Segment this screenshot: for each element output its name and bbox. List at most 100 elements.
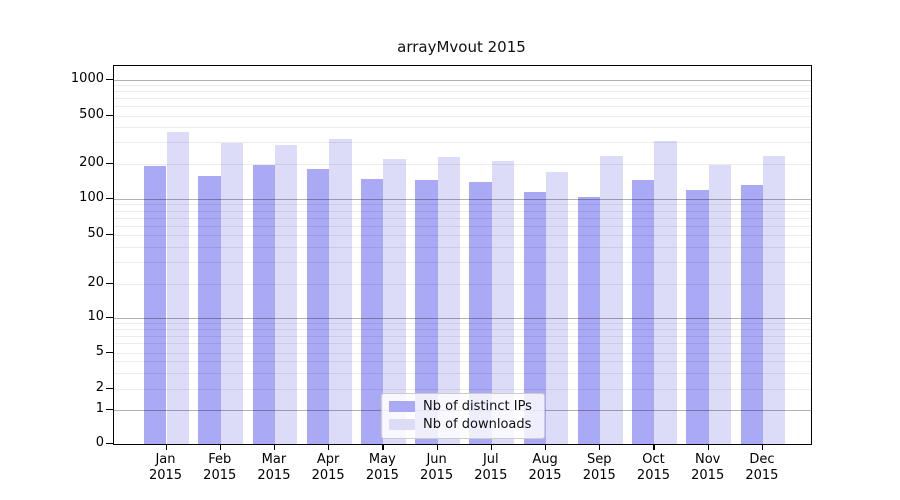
gridline-40: [114, 246, 811, 248]
y-tick-mark-0: [106, 443, 113, 445]
x-tick-year: 2015: [474, 468, 508, 483]
x-tick-mark-mar: [273, 444, 276, 451]
legend-label-distinct-ips: Nb of distinct IPs: [423, 399, 532, 414]
x-tick-month: May: [368, 452, 396, 467]
gridline-80: [114, 210, 811, 212]
legend-entry-downloads: Nb of downloads: [389, 417, 535, 432]
y-tick-mark-1000: [106, 79, 113, 81]
y-tick-mark-1: [106, 409, 113, 411]
y-tick-mark-20: [106, 283, 113, 285]
bars-layer: [114, 66, 811, 444]
bar-distinct-ips-nov: [686, 190, 709, 444]
x-tick-label-feb: Feb 2015: [192, 452, 248, 484]
bar-downloads-jul: [491, 160, 515, 444]
x-tick-year: 2015: [582, 468, 616, 483]
bar-downloads-nov: [708, 164, 732, 444]
y-tick-label-1: 1: [95, 401, 104, 416]
x-tick-label-apr: Apr 2015: [300, 452, 356, 484]
gridline-10: [114, 318, 811, 319]
y-tick-mark-50: [106, 234, 113, 236]
x-tick-label-mar: Mar 2015: [246, 452, 302, 484]
x-tick-mark-jun: [436, 444, 438, 451]
x-tick-year: 2015: [691, 468, 725, 483]
x-tick-label-jan: Jan 2015: [138, 452, 194, 484]
x-tick-label-sep: Sep 2015: [571, 452, 627, 484]
x-tick-year: 2015: [636, 468, 671, 483]
gridline-6: [114, 343, 811, 345]
bar-downloads-jan: [166, 131, 189, 444]
bar-distinct-ips-feb: [198, 175, 221, 444]
x-tick-year: 2015: [203, 468, 237, 483]
chart-title: arrayMvout 2015: [397, 38, 526, 56]
grid-layer: [114, 66, 811, 444]
y-tick-label-2: 2: [95, 380, 104, 395]
gridline-30: [114, 262, 811, 264]
gridline-700: [114, 98, 811, 100]
bar-downloads-jun: [437, 157, 460, 444]
x-tick-month: Sep: [586, 452, 612, 467]
x-tick-mark-oct: [653, 444, 655, 451]
gridline-90: [114, 204, 811, 206]
gridline-500: [114, 115, 811, 117]
x-tick-label-aug: Aug 2015: [517, 452, 573, 484]
y-tick-mark-2: [106, 388, 113, 390]
bar-downloads-dec: [762, 155, 786, 444]
x-tick-month: Aug: [532, 452, 558, 467]
legend-label-downloads: Nb of downloads: [423, 417, 532, 432]
y-tick-label-5: 5: [95, 343, 104, 359]
bar-distinct-ips-may: [360, 178, 384, 444]
y-tick-label-10: 10: [87, 309, 104, 324]
gridline-2: [114, 389, 811, 390]
x-tick-year: 2015: [365, 468, 399, 483]
y-tick-label-50: 50: [87, 226, 104, 241]
x-tick-label-jul: Jul 2015: [463, 452, 519, 484]
bar-distinct-ips-apr: [306, 168, 330, 444]
bar-distinct-ips-jun: [415, 180, 438, 444]
x-tick-mark-feb: [219, 444, 221, 451]
legend: Nb of distinct IPs Nb of downloads: [381, 393, 545, 439]
bar-downloads-oct: [654, 141, 677, 444]
y-tick-label-200: 200: [79, 154, 104, 170]
x-tick-year: 2015: [311, 468, 345, 483]
x-tick-label-oct: Oct 2015: [625, 452, 681, 484]
bar-distinct-ips-mar: [252, 164, 275, 444]
y-tick-mark-5: [106, 351, 113, 353]
x-tick-year: 2015: [420, 468, 454, 483]
x-tick-month: Feb: [208, 452, 232, 467]
bar-distinct-ips-sep: [577, 196, 601, 444]
gridline-9: [114, 323, 811, 325]
bar-downloads-sep: [600, 156, 623, 444]
bar-downloads-may: [383, 159, 406, 444]
y-tick-label-20: 20: [87, 275, 104, 290]
gridline-50: [114, 235, 811, 236]
x-tick-month: Oct: [642, 452, 665, 467]
plot-area: [113, 65, 812, 445]
x-tick-label-nov: Nov 2015: [680, 452, 736, 484]
x-tick-year: 2015: [148, 468, 183, 483]
gridline-900: [114, 85, 811, 87]
x-tick-month: Jul: [482, 452, 499, 467]
x-tick-year: 2015: [257, 468, 291, 483]
x-tick-mark-jan: [165, 444, 167, 451]
x-tick-mark-sep: [599, 444, 601, 451]
bar-downloads-aug: [546, 172, 569, 444]
x-tick-label-jun: Jun 2015: [409, 452, 465, 484]
gridline-600: [114, 106, 811, 108]
gridline-20: [114, 284, 811, 285]
y-tick-mark-10: [106, 317, 113, 319]
x-tick-year: 2015: [528, 468, 562, 483]
bar-distinct-ips-jan: [144, 165, 167, 444]
gridline-100: [114, 199, 811, 200]
x-tick-mark-dec: [761, 444, 764, 451]
bar-distinct-ips-aug: [523, 191, 547, 444]
gridline-200: [114, 163, 811, 165]
gridline-1000: [114, 80, 811, 81]
x-tick-mark-apr: [328, 444, 330, 451]
gridline-70: [114, 217, 811, 219]
x-tick-mark-aug: [545, 444, 547, 451]
x-tick-mark-nov: [707, 444, 709, 451]
x-tick-month: Apr: [316, 452, 340, 467]
gridline-60: [114, 225, 811, 227]
legend-swatch-distinct-ips: [389, 401, 415, 412]
